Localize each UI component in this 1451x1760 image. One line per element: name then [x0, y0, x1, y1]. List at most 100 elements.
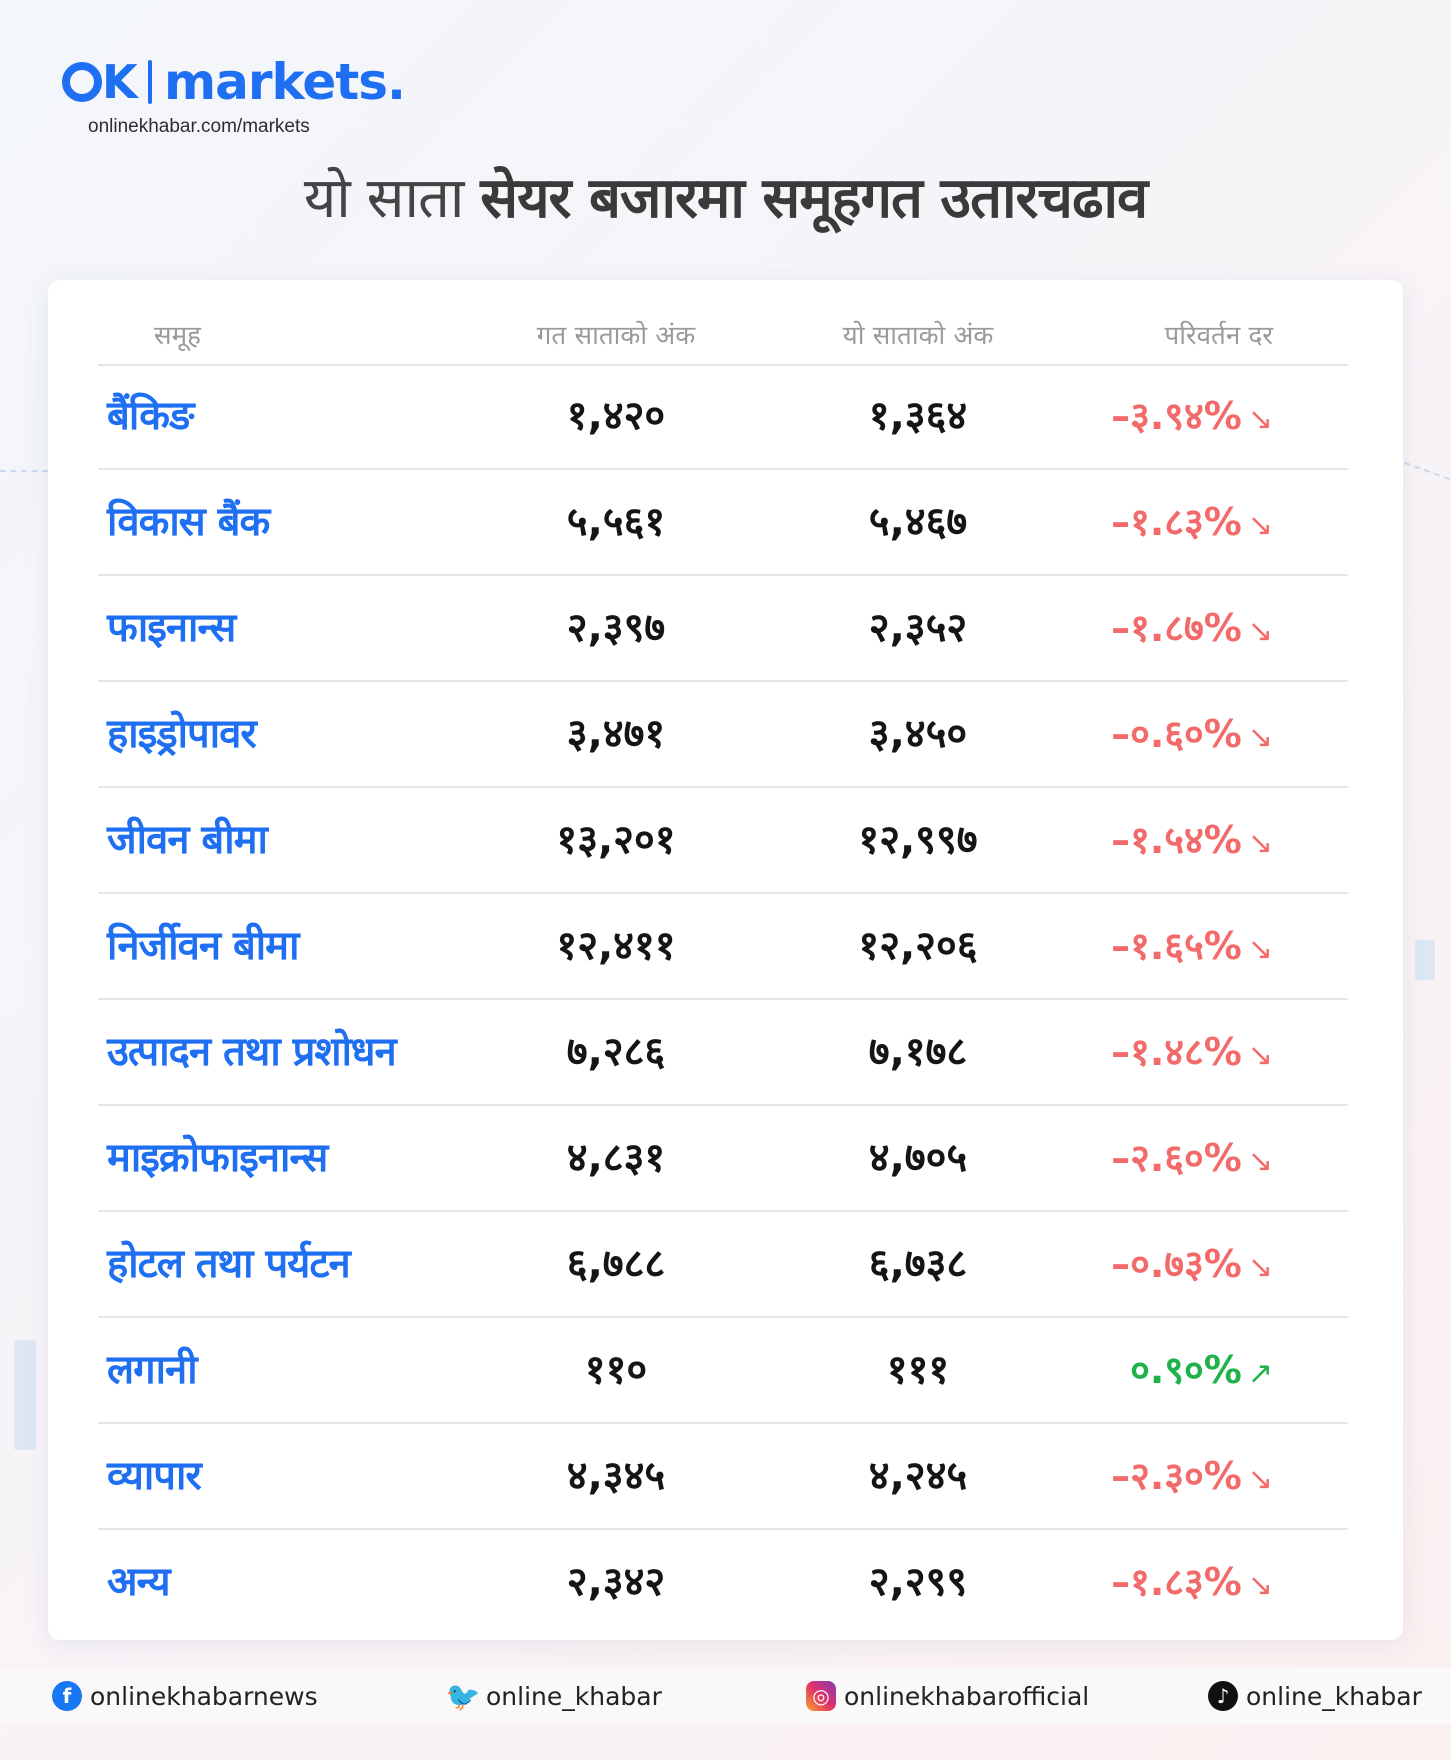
this-week-index: १११	[886, 1347, 950, 1393]
arrow-down-right-icon: ↘	[1247, 1462, 1273, 1497]
page-title: यो साता सेयर बजारमा समूहगत उतारचढाव	[0, 158, 1451, 234]
change-rate: –१.६५% ↘	[1028, 894, 1273, 998]
instagram-link[interactable]: ◎ onlinekhabarofficial	[806, 1678, 1089, 1714]
title-light: यो साता	[303, 166, 465, 231]
table-row: विकास बैंक ५,५६१ ५,४६७ –१.८३% ↘	[98, 470, 1348, 576]
change-value: –०.७३%	[1111, 1242, 1242, 1286]
change-value: ०.९०%	[1130, 1348, 1242, 1392]
last-week-index: ६,७८८	[566, 1241, 666, 1287]
arrow-down-right-icon: ↘	[1247, 1144, 1273, 1179]
brand-logo[interactable]: K markets.	[62, 52, 406, 112]
instagram-icon: ◎	[806, 1681, 836, 1711]
change-rate: –०.६०% ↘	[1028, 682, 1273, 786]
last-week-index: ४,३४५	[566, 1453, 666, 1499]
background-decoration	[0, 470, 48, 472]
facebook-link[interactable]: f onlinekhabarnews	[52, 1678, 318, 1714]
this-week-index: १,३६४	[868, 393, 968, 439]
arrow-down-right-icon: ↘	[1247, 402, 1273, 437]
change-rate: –१.५४% ↘	[1028, 788, 1273, 892]
arrow-down-right-icon: ↘	[1247, 826, 1273, 861]
change-value: –१.४८%	[1111, 1030, 1242, 1074]
arrow-up-right-icon: ↗	[1247, 1356, 1273, 1391]
change-value: –१.५४%	[1111, 818, 1242, 862]
sector-table-card: समूह गत साताको अंक यो साताको अंक परिवर्त…	[48, 280, 1403, 1640]
tiktok-handle: online_khabar	[1246, 1681, 1422, 1711]
twitter-link[interactable]: 🐦 online_khabar	[446, 1678, 662, 1714]
last-week-index: २,३९७	[566, 605, 666, 651]
change-value: –३.९४%	[1111, 394, 1242, 438]
arrow-down-right-icon: ↘	[1247, 1038, 1273, 1073]
this-week-index: ४,७०५	[868, 1135, 968, 1181]
sector-name: अन्य	[107, 1559, 171, 1605]
facebook-icon: f	[52, 1681, 82, 1711]
header-last-week: गत साताको अंक	[536, 321, 696, 351]
change-value: –२.३०%	[1111, 1454, 1242, 1498]
arrow-down-right-icon: ↘	[1247, 1250, 1273, 1285]
this-week-index: २,२९९	[868, 1559, 968, 1605]
last-week-index: ११०	[584, 1347, 648, 1393]
instagram-handle: onlinekhabarofficial	[844, 1681, 1090, 1711]
social-footer: f onlinekhabarnews 🐦 online_khabar ◎ onl…	[0, 1668, 1451, 1724]
table-row: जीवन बीमा १३,२०१ १२,९९७ –१.५४% ↘	[98, 788, 1348, 894]
change-rate: –३.९४% ↘	[1028, 364, 1273, 468]
change-rate: ०.९०% ↗	[1028, 1318, 1273, 1422]
change-value: –१.८३%	[1111, 500, 1242, 544]
brand-url[interactable]: onlinekhabar.com/markets	[88, 116, 310, 137]
sector-name: उत्पादन तथा प्रशोधन	[107, 1029, 397, 1075]
arrow-down-right-icon: ↘	[1247, 932, 1273, 967]
change-value: –२.६०%	[1111, 1136, 1242, 1180]
change-value: –०.६०%	[1111, 712, 1242, 756]
table-row: लगानी ११० १११ ०.९०% ↗	[98, 1318, 1348, 1424]
last-week-index: ७,२८६	[566, 1029, 666, 1075]
sector-name: विकास बैंक	[107, 499, 270, 545]
this-week-index: ४,२४५	[868, 1453, 968, 1499]
header-change-rate: परिवर्तन दर	[1164, 321, 1273, 351]
change-rate: –१.८७% ↘	[1028, 576, 1273, 680]
change-value: –१.८३%	[1111, 1560, 1242, 1604]
table-row: होटल तथा पर्यटन ६,७८८ ६,७३८ –०.७३% ↘	[98, 1212, 1348, 1318]
last-week-index: ४,८३१	[566, 1135, 666, 1181]
change-rate: –२.६०% ↘	[1028, 1106, 1273, 1210]
this-week-index: १२,९९७	[858, 817, 978, 863]
background-decoration	[1404, 461, 1450, 481]
last-week-index: ३,४७१	[566, 711, 666, 757]
arrow-down-right-icon: ↘	[1247, 508, 1273, 543]
background-candle	[14, 1340, 36, 1450]
last-week-index: २,३४२	[566, 1559, 666, 1605]
change-value: –१.६५%	[1111, 924, 1242, 968]
this-week-index: ६,७३८	[868, 1241, 968, 1287]
sector-name: जीवन बीमा	[107, 817, 268, 863]
last-week-index: १२,४११	[556, 923, 676, 969]
arrow-down-right-icon: ↘	[1247, 614, 1273, 649]
change-rate: –१.८३% ↘	[1028, 470, 1273, 574]
change-rate: –२.३०% ↘	[1028, 1424, 1273, 1528]
sector-name: व्यापार	[107, 1453, 202, 1499]
sector-name: होटल तथा पर्यटन	[107, 1241, 351, 1287]
last-week-index: १,४२०	[566, 393, 666, 439]
logo-separator	[148, 60, 152, 104]
tiktok-link[interactable]: ♪ online_khabar	[1208, 1678, 1422, 1714]
table-row: फाइनान्स २,३९७ २,३५२ –१.८७% ↘	[98, 576, 1348, 682]
header-this-week: यो साताको अंक	[842, 321, 994, 351]
ok-logo-mark: K	[62, 59, 140, 105]
facebook-handle: onlinekhabarnews	[90, 1681, 318, 1711]
this-week-index: २,३५२	[868, 605, 968, 651]
header-category: समूह	[154, 321, 201, 351]
sector-name: निर्जीवन बीमा	[107, 923, 299, 969]
sector-name: बैंकिङ	[107, 393, 194, 439]
table-row: उत्पादन तथा प्रशोधन ७,२८६ ७,१७८ –१.४८% ↘	[98, 1000, 1348, 1106]
table-row: माइक्रोफाइनान्स ४,८३१ ४,७०५ –२.६०% ↘	[98, 1106, 1348, 1212]
sector-name: माइक्रोफाइनान्स	[107, 1135, 328, 1181]
table-row: व्यापार ४,३४५ ४,२४५ –२.३०% ↘	[98, 1424, 1348, 1530]
change-rate: –१.८३% ↘	[1028, 1530, 1273, 1634]
table-body: बैंकिङ १,४२० १,३६४ –३.९४% ↘ विकास बैंक ५,५६१ ५,…	[98, 364, 1348, 1634]
change-rate: –१.४८% ↘	[1028, 1000, 1273, 1104]
table-row: हाइड्रोपावर ३,४७१ ३,४५० –०.६०% ↘	[98, 682, 1348, 788]
table-row: बैंकिङ १,४२० १,३६४ –३.९४% ↘	[98, 364, 1348, 470]
this-week-index: ७,१७८	[868, 1029, 968, 1075]
table-header: समूह गत साताको अंक यो साताको अंक परिवर्त…	[98, 316, 1348, 366]
title-bold: सेयर बजारमा समूहगत उतारचढाव	[480, 166, 1148, 231]
background-candle	[1415, 940, 1435, 980]
change-value: –१.८७%	[1111, 606, 1242, 650]
logo-text: markets.	[164, 53, 406, 111]
